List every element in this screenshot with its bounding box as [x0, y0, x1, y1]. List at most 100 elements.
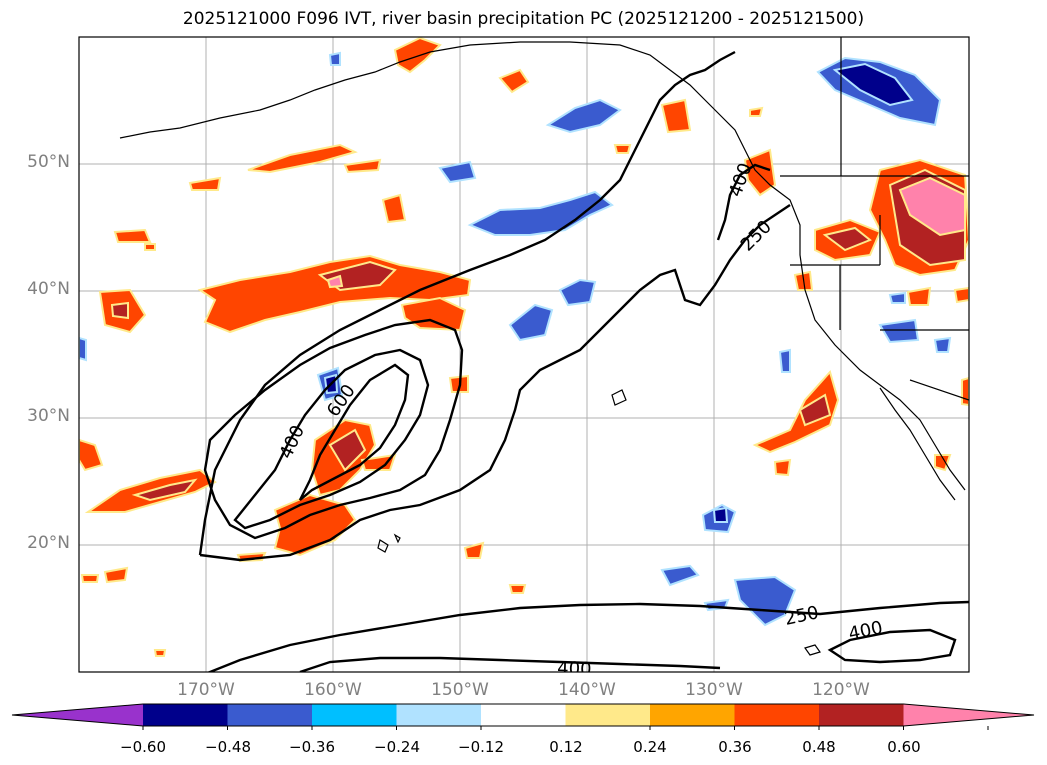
ivt-contour-400-main — [203, 318, 464, 540]
lon-label-150w: 150°W — [431, 680, 489, 700]
patch-35n-blue — [778, 348, 791, 373]
colorbar — [11, 703, 1035, 730]
patch-misc-5 — [153, 649, 167, 657]
colorbar-extend-max — [903, 704, 1034, 726]
lon-label-160w: 160°W — [304, 680, 362, 700]
colorbar-tick-label: 0.60 — [887, 738, 921, 756]
patch-misc-2 — [508, 584, 527, 594]
patch-misc-1 — [144, 243, 156, 251]
colorbar-extend-min — [12, 704, 143, 726]
patch-oregon-core — [822, 226, 872, 252]
contour-labels: 250 400 600 400 250 400 400 — [275, 160, 885, 672]
gridlines — [79, 37, 969, 672]
ivt-contours — [198, 50, 969, 672]
patch-50n-band — [247, 143, 358, 174]
patch-45n-blue — [467, 190, 614, 236]
hawaii-1 — [377, 539, 389, 553]
colorbar-tick-label: 0.12 — [549, 738, 583, 756]
contour-label-400-b: 400 — [275, 422, 309, 462]
patch-39n-west-core — [110, 301, 129, 320]
ivt-contour-250-east — [716, 163, 771, 241]
patch-or-blue — [888, 291, 906, 304]
contour-label-400-a: 400 — [725, 160, 756, 199]
map-area: 250 400 600 400 250 400 400 — [79, 37, 969, 672]
patch-bc-1 — [660, 98, 692, 134]
patch-nv-blue — [933, 336, 952, 353]
patch-31n-east-core — [798, 393, 832, 427]
coastlines — [119, 37, 969, 656]
patch-40n-pink — [326, 274, 344, 289]
hawaii-2 — [393, 533, 401, 544]
colorbar-bin — [481, 704, 566, 726]
island-1 — [611, 389, 627, 406]
colorbar-bin — [143, 704, 228, 726]
baja-coast — [879, 387, 956, 501]
patch-50n-mid — [343, 158, 382, 174]
patch-44n-west — [113, 228, 152, 243]
colorbar-bin — [819, 704, 904, 726]
ivt-contour-600-inner — [298, 363, 410, 501]
patch-19n-west — [103, 566, 129, 584]
colorbar-bin — [650, 704, 735, 726]
lat-label-40n: 40°N — [27, 279, 70, 299]
patch-gulf-alaska — [498, 68, 530, 94]
patch-18n-small — [80, 574, 100, 583]
colorbar-tick-label: −0.12 — [458, 738, 504, 756]
colorbar-bin — [565, 704, 651, 726]
colorbar-tick-label: −0.60 — [120, 738, 166, 756]
patch-gulf-blue — [545, 98, 622, 134]
patch-cascade — [743, 148, 777, 197]
us-state-lines — [780, 175, 969, 401]
patch-bc-north — [749, 106, 764, 117]
patch-17n-blue — [733, 575, 797, 627]
patch-28n-edge — [79, 438, 104, 472]
ivt-contour-400-east — [827, 628, 957, 664]
patch-yukon-core — [832, 62, 914, 107]
lon-label-170w: 170°W — [177, 680, 235, 700]
ivt-contour-250-south — [206, 600, 969, 672]
colorbar-bin — [227, 704, 313, 726]
patch-26n-east — [773, 458, 792, 477]
colorbar-tick-label: −0.48 — [205, 738, 251, 756]
patch-38n-blue — [508, 303, 554, 342]
patch-40n-blue-1 — [558, 278, 597, 307]
colorbar-bin — [396, 704, 482, 726]
patch-46n — [381, 193, 407, 224]
ivt-contour-250-main — [198, 50, 791, 562]
patch-26n — [360, 453, 397, 471]
contour-label-250-a: 250 — [737, 216, 776, 255]
patch-18n-blue-2 — [660, 564, 700, 587]
map-title: 2025121000 F096 IVT, river basin precipi… — [182, 9, 865, 29]
patch-31n-east — [752, 369, 840, 454]
patch-50n-west — [188, 176, 222, 191]
patch-alaska-coast — [393, 37, 442, 74]
ivt-contour-400-south — [299, 656, 721, 672]
patch-pnw-pink — [898, 176, 966, 237]
patch-38n — [400, 296, 467, 332]
colorbar-tick-label: −0.36 — [289, 738, 335, 756]
colorbar-tick-label: 0.48 — [802, 738, 836, 756]
patch-40n-band — [197, 254, 472, 334]
lon-label-140w: 140°W — [558, 680, 616, 700]
patch-central-sw-core — [328, 428, 367, 472]
lon-label-130w: 130°W — [685, 680, 743, 700]
patch-idaho — [906, 286, 932, 306]
positive-pc-patches — [79, 37, 969, 657]
patch-ca-blue — [878, 318, 920, 344]
patch-22n-blue-core — [712, 506, 729, 523]
colorbar-bin — [312, 704, 397, 726]
patch-36n-edge — [79, 336, 87, 362]
contour-label-400-c: 400 — [847, 617, 885, 645]
colorbar-tick-label: −0.24 — [374, 738, 420, 756]
patch-nevada-east — [953, 286, 969, 304]
island-2 — [804, 644, 821, 656]
patch-20n-mid — [463, 541, 485, 559]
lon-label-120w: 120°W — [812, 680, 870, 700]
patch-az-edge — [961, 376, 969, 407]
patch-48n-blue — [438, 160, 477, 184]
patch-ak-blue — [328, 51, 341, 66]
lat-label-20n: 20°N — [27, 533, 70, 553]
patch-25n-west-core — [131, 478, 198, 502]
patch-mexico — [934, 454, 952, 472]
